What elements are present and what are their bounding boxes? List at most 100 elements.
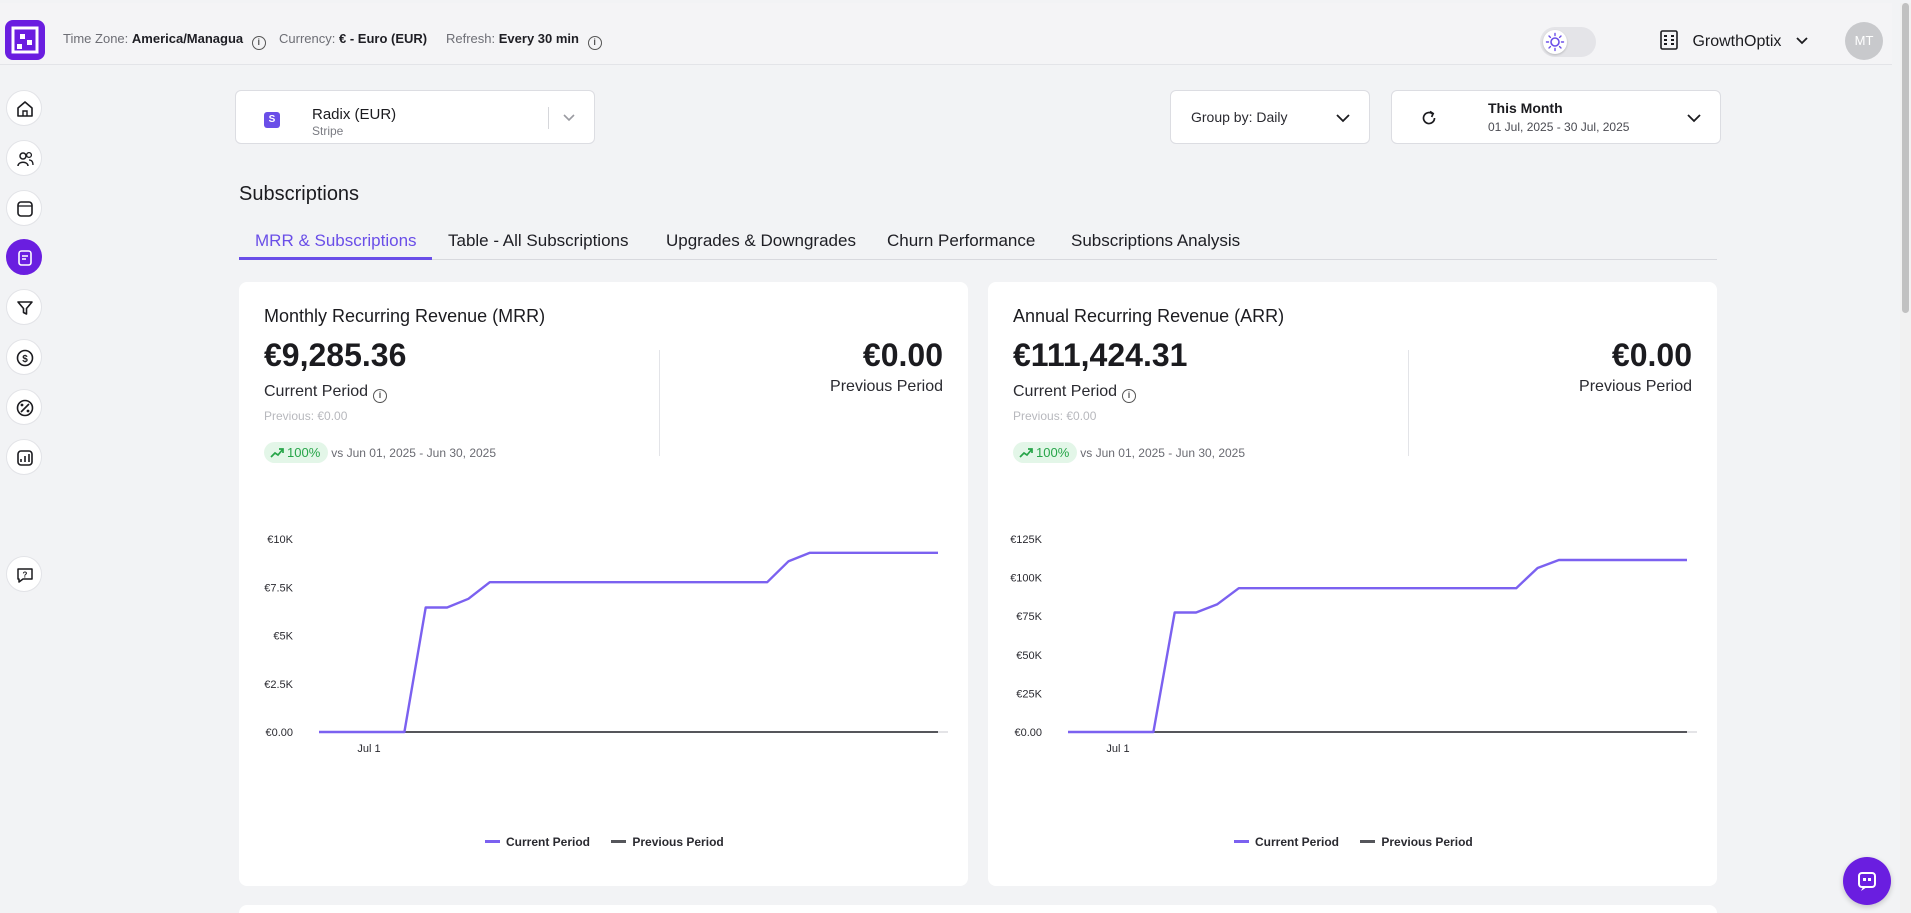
current-period-label: Current Period i — [264, 383, 388, 403]
current-period-label: Current Period i — [1013, 383, 1137, 403]
legend-current-label: Current Period — [506, 835, 591, 849]
trend-row: 100% vs Jun 01, 2025 - Jun 30, 2025 — [1013, 442, 1245, 463]
mrr-line-chart: €0.00 €2.5K €5K €7.5K €10K Jul 1 — [264, 534, 948, 755]
y-tick-label: €5K — [273, 631, 293, 643]
legend-swatch — [485, 840, 500, 843]
y-tick-label: €7.5K — [264, 582, 293, 594]
mrr-current-value: €9,285.36 — [264, 337, 407, 373]
legend-current[interactable]: Current Period — [1234, 835, 1339, 849]
y-tick-label: €2.5K — [264, 679, 293, 691]
trend-comparison: vs Jun 01, 2025 - Jun 30, 2025 — [1080, 446, 1246, 460]
sidebar-item-revenue[interactable]: $ — [6, 339, 42, 375]
sidebar-item-products[interactable] — [6, 190, 42, 226]
tab-mrr-subscriptions[interactable]: MRR & Subscriptions — [255, 231, 417, 250]
current-period-line — [1068, 558, 1687, 734]
org-switcher[interactable]: GrowthOptix — [1658, 29, 1810, 55]
page-scrollbar[interactable] — [1900, 3, 1911, 913]
refresh-value: Every 30 min — [498, 31, 579, 46]
timezone-meta: Time Zone: America/Managua i — [63, 31, 266, 50]
trend-percent: 100% — [287, 445, 321, 460]
tab-upgrades-downgrades[interactable]: Upgrades & Downgrades — [666, 231, 856, 250]
info-icon[interactable]: i — [373, 389, 388, 403]
legend-current[interactable]: Current Period — [485, 835, 590, 849]
previous-note: Previous: €0.00 — [1013, 409, 1097, 423]
tab-table-all-subscriptions[interactable]: Table - All Subscriptions — [448, 231, 629, 250]
source-provider: Stripe — [312, 124, 344, 138]
theme-toggle[interactable] — [1540, 27, 1596, 57]
y-tick-label: €75K — [1016, 611, 1042, 623]
mrr-title: Monthly Recurring Revenue (MRR) — [264, 306, 546, 326]
y-tick-label: €50K — [1016, 650, 1042, 662]
toggle-knob — [1543, 30, 1567, 54]
currency-label: Currency: — [279, 31, 336, 46]
subscriptions-icon — [18, 250, 32, 266]
svg-text:?: ? — [23, 571, 28, 580]
chart-legend: Current Period Previous Period — [485, 835, 742, 849]
analytics-icon — [17, 450, 33, 466]
source-selector[interactable]: S Radix (EUR) Stripe — [235, 90, 595, 144]
active-tab-indicator — [239, 257, 432, 260]
sidebar-item-help[interactable]: ? — [6, 556, 42, 592]
y-tick-label: €125K — [1010, 534, 1042, 546]
x-tick-label: Jul 1 — [357, 743, 380, 755]
trend-up-icon — [1019, 448, 1033, 458]
refresh-icon[interactable] — [1419, 108, 1439, 128]
source-name: Radix (EUR) — [312, 106, 397, 123]
timezone-value: America/Managua — [131, 31, 244, 46]
y-tick-label: €25K — [1016, 688, 1042, 700]
app-logo[interactable] — [5, 20, 45, 60]
sidebar-item-funnel[interactable] — [6, 289, 42, 325]
previous-period-label: Previous Period — [1579, 378, 1692, 395]
page-title: Subscriptions — [239, 183, 360, 205]
sun-icon — [1545, 32, 1565, 52]
users-icon — [17, 151, 34, 167]
group-by-dropdown[interactable]: Group by: Daily — [1170, 90, 1370, 144]
legend-previous[interactable]: Previous Period — [1360, 835, 1473, 849]
svg-text:$: $ — [22, 354, 28, 365]
tab-subscriptions-analysis[interactable]: Subscriptions Analysis — [1071, 231, 1241, 250]
refresh-meta: Refresh: Every 30 min i — [446, 31, 602, 50]
timezone-label: Time Zone: — [63, 31, 129, 46]
info-icon[interactable]: i — [251, 36, 266, 50]
legend-current-label: Current Period — [1255, 835, 1340, 849]
legend-swatch — [1360, 840, 1376, 843]
sidebar-item-home[interactable] — [6, 90, 42, 126]
trend-up-icon — [270, 448, 284, 458]
chat-support-button[interactable] — [1843, 857, 1891, 905]
trend-badge: 100% — [1013, 442, 1078, 463]
tab-churn-performance[interactable]: Churn Performance — [887, 231, 1036, 250]
x-tick-label: Jul 1 — [1106, 743, 1129, 755]
stripe-badge-icon: S — [264, 112, 280, 128]
chat-icon — [1858, 872, 1876, 891]
chart-legend: Current Period Previous Period — [1234, 835, 1491, 849]
sidebar-item-customers[interactable] — [6, 140, 42, 176]
currency-meta: Currency: € - Euro (EUR) — [279, 31, 427, 46]
mrr-previous-value: €0.00 — [862, 337, 943, 373]
date-range-value: 01 Jul, 2025 - 30 Jul, 2025 — [1488, 120, 1630, 134]
mrr-card: Monthly Recurring Revenue (MRR) €9,285.3… — [239, 282, 968, 886]
tab-bar: MRR & Subscriptions Table - All Subscrip… — [239, 228, 1717, 260]
y-tick-label: €0.00 — [1014, 727, 1042, 739]
chevron-down-icon — [1336, 114, 1350, 123]
sidebar-item-discounts[interactable] — [6, 389, 42, 425]
date-range-picker[interactable]: This Month 01 Jul, 2025 - 30 Jul, 2025 — [1391, 90, 1721, 144]
logo-mark-icon — [11, 26, 39, 54]
arr-line-chart: €0.00 €25K €50K €75K €100K €125K Jul 1 — [1010, 534, 1697, 755]
sidebar-item-analytics[interactable] — [6, 439, 42, 475]
chevron-down-icon — [1796, 37, 1808, 45]
arr-previous-value: €0.00 — [1611, 337, 1692, 373]
info-icon[interactable]: i — [1122, 389, 1137, 403]
scroll-thumb[interactable] — [1902, 3, 1909, 313]
previous-period-label: Previous Period — [830, 378, 943, 395]
arr-title: Annual Recurring Revenue (ARR) — [1013, 306, 1285, 326]
date-range-label: This Month — [1488, 100, 1563, 116]
legend-previous-label: Previous Period — [632, 835, 724, 849]
legend-previous[interactable]: Previous Period — [611, 835, 724, 849]
box-icon — [17, 201, 33, 217]
avatar[interactable]: MT — [1845, 22, 1883, 60]
sidebar-item-subscriptions[interactable] — [6, 239, 42, 275]
trend-badge: 100% — [264, 442, 329, 463]
info-icon[interactable]: i — [587, 36, 602, 50]
chevron-down-icon — [563, 114, 575, 122]
current-period-line — [319, 551, 938, 734]
